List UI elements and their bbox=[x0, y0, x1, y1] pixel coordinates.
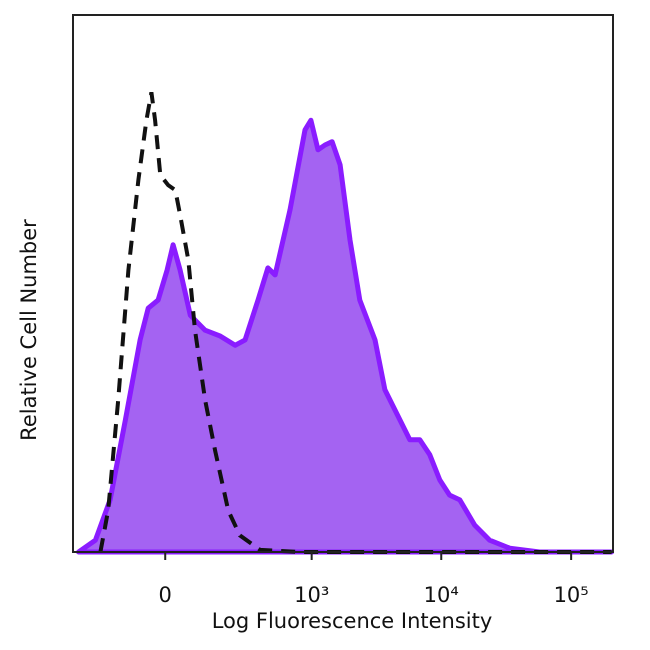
x-axis-label: Log Fluorescence Intensity bbox=[212, 609, 493, 633]
plot-frame bbox=[72, 14, 614, 553]
y-axis-label: Relative Cell Number bbox=[17, 219, 41, 441]
x-tick-label: 0 bbox=[159, 583, 172, 607]
x-tick-label: 10⁴ bbox=[424, 583, 459, 607]
histogram-line bbox=[98, 91, 612, 554]
x-tick-label: 10³ bbox=[294, 583, 329, 607]
x-tick-label: 10⁵ bbox=[554, 583, 589, 607]
histogram-area bbox=[76, 117, 615, 555]
